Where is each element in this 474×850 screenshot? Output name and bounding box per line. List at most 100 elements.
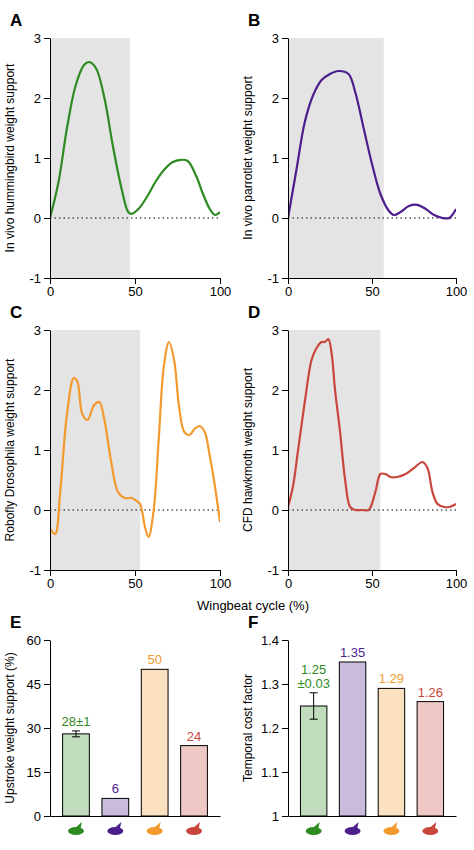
panel: 050100-10123CFD hawkmoth weight supportD [241, 303, 467, 591]
x-axis: 050100 [285, 278, 467, 299]
y-axis-tick-label: 1 [272, 151, 279, 166]
y-axis-tick-mark [282, 218, 288, 219]
y-axis-line [50, 641, 51, 817]
error-bar [72, 731, 80, 737]
panel-letter: C [10, 303, 22, 322]
y-axis-tick-label: -1 [29, 271, 41, 286]
x-axis-tick-mark [135, 570, 136, 576]
icon-wing [74, 822, 82, 831]
reference-line [50, 218, 220, 219]
y-axis-line [288, 331, 289, 571]
y-axis: -10123 [29, 323, 50, 578]
y-axis-tick-mark [282, 510, 288, 511]
panel-letter: B [248, 11, 260, 30]
y-axis-tick-mark [282, 390, 288, 391]
y-axis-tick: -1 [29, 271, 50, 286]
y-axis: 11.11.21.31.4 [261, 633, 289, 824]
y-axis: -10123 [29, 31, 50, 286]
y-axis-tick-label: 0 [272, 211, 279, 226]
x-axis-line [289, 816, 457, 817]
x-axis [51, 816, 221, 818]
x-axis-tick-mark [288, 570, 289, 576]
y-axis-tick-label: 3 [272, 31, 279, 46]
y-axis-tick-mark [44, 570, 50, 571]
y-axis-tick-mark [282, 330, 288, 331]
y-axis-tick-label: 0 [272, 503, 279, 518]
y-axis-tick: 3 [34, 31, 50, 46]
x-axis-tick-mark [372, 278, 373, 284]
bar [417, 702, 443, 816]
x-axis-tick-label: 50 [128, 576, 142, 591]
y-axis-tick: 1 [34, 443, 50, 458]
reference-line [50, 510, 220, 511]
error-bar [310, 693, 318, 719]
y-axis-title: CFD hawkmoth weight support [241, 367, 255, 532]
error-bar-stem [313, 693, 314, 719]
y-axis-tick: 2 [272, 383, 288, 398]
y-axis-tick-label: 30 [27, 721, 41, 736]
bar [141, 669, 168, 816]
y-axis-tick-label: 2 [272, 91, 279, 106]
y-axis-tick-mark [282, 38, 288, 39]
x-axis-tick-label: 0 [285, 576, 292, 591]
icon-wing [428, 822, 436, 831]
y-axis-tick-mark [44, 728, 50, 729]
x-axis-tick-label: 100 [446, 284, 468, 299]
data-line [288, 339, 456, 511]
y-axis-tick-mark [282, 772, 288, 773]
x-axis-tick-label: 50 [128, 284, 142, 299]
x-axis-tick: 100 [446, 570, 468, 591]
y-axis-tick: 0 [272, 503, 288, 518]
icon-wing [153, 822, 161, 831]
y-axis-title: Robofly Drosophila weight support [3, 358, 17, 541]
y-axis-tick-mark [44, 278, 50, 279]
category-icon [383, 822, 399, 835]
y-axis-tick-label: -1 [29, 563, 41, 578]
y-axis-tick-mark [44, 640, 50, 641]
plot-area [288, 330, 456, 570]
y-axis: -10123 [267, 323, 288, 578]
y-axis-tick-label: 2 [34, 383, 41, 398]
y-axis-tick: 1.1 [261, 765, 288, 780]
icon-wing [351, 822, 359, 831]
x-axis-tick-label: 100 [446, 576, 468, 591]
y-axis-tick-label: 3 [272, 323, 279, 338]
y-axis-tick-mark [44, 510, 50, 511]
y-axis-title: In vivo hummingbird weight support [3, 63, 17, 252]
y-axis-tick-mark [282, 728, 288, 729]
data-label: 1.26 [418, 685, 443, 700]
x-axis-tick: 100 [210, 570, 232, 591]
reference-line [288, 218, 456, 219]
y-axis-tick: 2 [34, 383, 50, 398]
category-icon [306, 822, 322, 835]
x-axis-tick-label: 100 [210, 576, 232, 591]
y-axis-tick-label: 0 [34, 211, 41, 226]
y-axis-tick: -1 [267, 271, 288, 286]
y-axis-tick-label: 60 [27, 633, 41, 648]
y-axis-tick: 45 [27, 677, 50, 692]
y-axis-tick-mark [282, 450, 288, 451]
x-axis-tick: 50 [365, 278, 379, 299]
y-axis-tick-label: 1.4 [261, 633, 279, 648]
data-label: 1.25±0.03 [297, 662, 329, 691]
x-axis-tick: 0 [285, 570, 292, 591]
y-axis-tick-label: 15 [27, 765, 41, 780]
error-bar-cap [310, 719, 318, 720]
panel-letter: F [248, 613, 258, 632]
y-axis-tick-mark [44, 390, 50, 391]
y-axis-tick: 1.3 [261, 677, 288, 692]
y-axis-tick-label: 1 [34, 151, 41, 166]
data-line [288, 71, 456, 219]
y-axis-tick-label: 0 [34, 809, 41, 824]
x-axis-tick-label: 50 [365, 576, 379, 591]
shaded-region [288, 330, 380, 570]
y-axis-title: In vivo parrotlet weight support [241, 76, 255, 240]
y-axis-tick: 2 [272, 91, 288, 106]
category-icon [422, 822, 438, 835]
y-axis-tick-mark [282, 570, 288, 571]
x-axis: 050100 [47, 570, 231, 591]
panel: 050100-10123In vivo parrotlet weight sup… [241, 11, 467, 299]
x-axis-tick-mark [220, 570, 221, 576]
x-axis-tick-mark [456, 278, 457, 284]
bar [181, 746, 208, 816]
